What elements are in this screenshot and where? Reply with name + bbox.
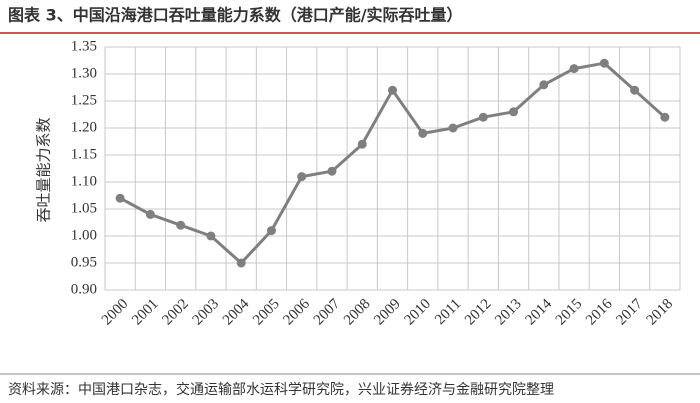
point-marker — [388, 85, 397, 95]
point-marker — [115, 193, 125, 203]
point-marker — [357, 139, 367, 149]
x-tick-label: 2002 — [159, 296, 192, 329]
point-marker — [145, 209, 155, 219]
y-tick-label: 1.00 — [71, 227, 97, 243]
point-marker — [418, 128, 428, 138]
y-tick-label: 1.15 — [71, 146, 97, 162]
x-tick-label: 2018 — [644, 296, 677, 329]
point-marker — [660, 112, 670, 122]
point-marker — [478, 112, 488, 122]
x-tick-label: 2010 — [401, 296, 434, 329]
y-tick-label: 1.25 — [71, 92, 97, 108]
point-marker — [569, 64, 579, 74]
point-marker — [206, 231, 216, 241]
x-tick-label: 2004 — [220, 296, 253, 329]
x-tick-label: 2017 — [613, 296, 646, 329]
x-tick-label: 2013 — [492, 296, 525, 329]
x-tick-label: 2008 — [341, 296, 374, 329]
x-tick-label: 2006 — [280, 296, 313, 329]
point-marker — [297, 172, 307, 182]
x-tick-label: 2015 — [553, 296, 586, 329]
x-tick-label: 2009 — [371, 296, 404, 329]
x-tick-label: 2000 — [99, 296, 132, 329]
point-marker — [630, 85, 640, 95]
y-tick-label: 1.30 — [71, 65, 97, 81]
source-note: 资料来源：中国港口杂志，交通运输部水运科学研究院，兴业证券经济与金融研究院整理 — [8, 381, 554, 398]
y-tick-label: 0.95 — [71, 254, 97, 270]
y-tick-label: 1.20 — [71, 119, 97, 135]
point-marker — [448, 123, 458, 133]
point-marker — [236, 258, 246, 268]
y-tick-label: 0.90 — [71, 281, 97, 297]
point-marker — [176, 220, 186, 230]
point-marker — [599, 58, 609, 68]
x-tick-label: 2001 — [129, 296, 162, 329]
point-marker — [327, 166, 337, 176]
y-tick-label: 1.05 — [71, 200, 97, 216]
x-tick-label: 2011 — [432, 296, 464, 328]
x-tick-label: 2016 — [583, 296, 616, 329]
x-tick-label: 2005 — [250, 296, 283, 329]
point-marker — [266, 226, 276, 236]
point-marker — [509, 107, 519, 117]
y-tick-label: 1.35 — [71, 38, 97, 54]
x-tick-label: 2014 — [523, 296, 556, 329]
y-tick-label: 1.10 — [71, 173, 97, 189]
chart-title: 图表 3、中国沿海港口吞吐量能力系数（港口产能/实际吞吐量） — [8, 6, 463, 25]
x-tick-label: 2012 — [462, 296, 495, 329]
y-axis-label: 吞吐量能力系数 — [35, 117, 53, 222]
x-tick-label: 2003 — [190, 296, 223, 329]
x-tick-label: 2007 — [311, 296, 344, 329]
point-marker — [539, 80, 549, 90]
